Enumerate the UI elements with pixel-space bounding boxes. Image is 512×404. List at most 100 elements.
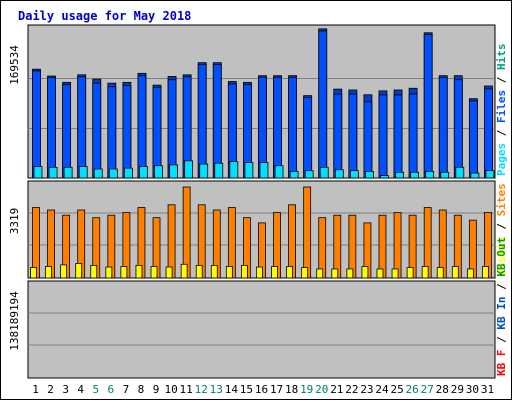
bar-pages-day-24 [380,176,388,178]
bar-visits-day-25 [392,269,398,278]
day-label-5: 5 [92,383,99,396]
day-label-3: 3 [62,383,69,396]
bar-pages-day-14 [230,162,238,178]
bar-visits-day-18 [287,266,293,278]
bar-pages-day-31 [486,171,494,178]
bar-visits-day-20 [317,269,323,278]
legend: KB F / KB In / KB Out [495,237,508,376]
bar-pages-day-6 [109,169,117,178]
day-label-11: 11 [180,383,193,396]
bar-files-day-28 [439,77,447,178]
bar-files-day-12 [198,64,206,178]
bar-files-day-25 [394,95,402,178]
plot-area [28,281,495,378]
bar-pages-day-20 [320,167,328,178]
bar-visits-day-10 [166,267,172,278]
bar-files-day-18 [289,77,297,178]
bar-pages-day-25 [396,172,404,178]
bar-pages-day-3 [64,167,72,178]
bar-files-day-4 [78,77,86,178]
bar-pages-day-19 [305,171,313,178]
day-label-8: 8 [138,383,145,396]
day-label-30: 30 [466,383,479,396]
bar-pages-day-13 [215,163,223,178]
bar-files-day-9 [153,87,161,178]
day-label-31: 31 [481,383,494,396]
bar-visits-day-2 [46,266,52,278]
day-label-25: 25 [390,383,403,396]
bar-visits-day-13 [211,265,217,278]
bar-visits-day-30 [467,269,473,278]
bar-visits-day-14 [226,266,232,278]
day-label-12: 12 [195,383,208,396]
day-label-2: 2 [47,383,54,396]
bar-pages-day-16 [260,162,268,178]
bar-visits-day-1 [31,268,37,278]
day-label-14: 14 [225,383,239,396]
bar-pages-day-26 [411,172,419,178]
legend-entry: / [495,216,508,229]
legend: Pages / Files / Hits [495,44,508,177]
bar-pages-day-27 [426,171,434,178]
bar-files-day-31 [484,89,492,178]
day-label-21: 21 [330,383,343,396]
bar-files-day-6 [108,87,116,178]
bar-visits-day-31 [482,266,488,278]
day-label-24: 24 [375,383,389,396]
bar-files-day-29 [454,80,462,178]
bar-pages-day-11 [185,161,193,178]
day-label-13: 13 [210,383,223,396]
bar-visits-day-8 [136,265,142,278]
bar-files-day-13 [213,64,221,178]
bar-visits-day-26 [407,268,413,278]
bar-pages-day-9 [155,166,163,178]
bar-pages-day-1 [34,167,42,178]
bar-files-day-20 [319,31,327,178]
legend-entry: / [495,123,508,136]
bar-visits-day-9 [151,266,157,278]
bar-files-day-1 [33,71,41,178]
bar-visits-day-6 [106,267,112,278]
legend-entry: Sites [495,183,508,216]
bar-sites-day-25 [394,212,401,278]
bar-files-day-7 [123,86,131,178]
bar-pages-day-10 [170,165,178,178]
bar-files-day-30 [469,101,477,178]
day-label-28: 28 [436,383,449,396]
day-label-20: 20 [315,383,328,396]
bar-visits-day-3 [61,265,67,278]
bar-pages-day-8 [139,167,147,178]
bar-pages-day-12 [200,164,208,178]
bar-files-day-3 [63,85,71,178]
bar-pages-day-2 [49,167,57,178]
legend-entry: Hits [495,44,508,71]
bar-pages-day-30 [471,173,479,178]
day-label-9: 9 [153,383,160,396]
day-label-26: 26 [406,383,419,396]
bar-pages-day-7 [124,168,132,178]
legend-entry: Pages [495,136,508,176]
day-label-27: 27 [421,383,434,396]
bar-files-day-24 [379,95,387,178]
bar-visits-day-11 [181,264,187,278]
day-label-29: 29 [451,383,464,396]
bar-files-day-8 [138,76,146,178]
day-label-22: 22 [345,383,358,396]
day-label-23: 23 [360,383,373,396]
bar-files-day-2 [48,78,56,178]
legend-entry: KB F [495,343,508,376]
bar-files-day-22 [349,94,357,178]
bar-visits-day-5 [91,265,97,278]
legend-entry: / [495,70,508,83]
bar-visits-day-27 [422,266,428,278]
day-label-7: 7 [123,383,130,396]
bar-pages-day-5 [94,169,102,178]
chart-title: Daily usage for May 2018 [18,9,191,23]
bar-files-day-26 [409,94,417,178]
bar-pages-day-23 [365,171,373,178]
bar-pages-day-4 [79,167,87,178]
